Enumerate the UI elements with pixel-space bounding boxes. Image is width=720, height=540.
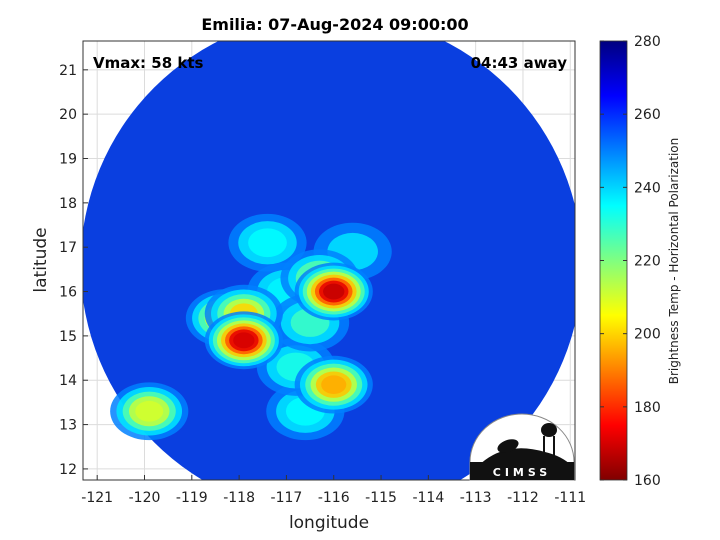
plot-frame [82, 40, 576, 481]
cold-feature [110, 382, 189, 441]
colorbar-ticks: 160 180 200 220 240 260 280 [600, 34, 661, 489]
colorbar-tick-label: 160 [634, 473, 661, 489]
logo-text: CIMSS [493, 466, 551, 479]
vmax-annotation: Vmax: 58 kts [93, 54, 203, 72]
y-tick-label: 21 [59, 63, 77, 79]
y-tick-label: 16 [59, 285, 77, 301]
cold-feature [294, 355, 373, 414]
cold-feature [228, 213, 307, 272]
colorbar [599, 40, 628, 481]
y-tick-label: 14 [59, 373, 77, 389]
cimss-logo: CIMSS [469, 413, 575, 481]
water-tower-icon [541, 423, 557, 437]
colorbar-tick-label: 220 [634, 254, 661, 270]
y-tick-label: 15 [59, 329, 77, 345]
time-away-annotation: 04:43 away [471, 54, 568, 72]
satellite-dish-icon [497, 439, 519, 453]
y-tick-label: 12 [59, 462, 77, 478]
y-axis-label: latitude [31, 227, 51, 292]
y-axis: 12 13 14 15 16 17 18 19 20 21 [59, 63, 88, 478]
y-tick-label: 20 [59, 107, 77, 123]
x-tick-label: -111 [554, 490, 586, 506]
x-tick-label: -120 [129, 490, 161, 506]
y-tick-label: 19 [59, 152, 77, 168]
y-tick-label: 13 [59, 418, 77, 434]
cold-feature [204, 311, 283, 370]
brightness-features [110, 213, 392, 441]
colorbar-tick-label: 280 [634, 34, 661, 50]
x-tick-label: -119 [176, 490, 208, 506]
x-axis: -121 -120 -119 -118 -117 -116 -115 -114 -113 -112… [81, 475, 586, 506]
x-tick-label: -113 [460, 490, 492, 506]
colorbar-tick-label: 180 [634, 400, 661, 416]
x-tick-label: -117 [271, 490, 303, 506]
cold-feature [294, 262, 373, 321]
colorbar-tick-label: 260 [634, 107, 661, 123]
x-tick-label: -116 [318, 490, 350, 506]
colorbar-tick-label: 240 [634, 180, 661, 196]
chart-title: Emilia: 07-Aug-2024 09:00:00 [201, 15, 468, 34]
colorbar-label: Brightness Temp - Horizontal Polarizatio… [667, 138, 681, 385]
y-tick-label: 18 [59, 196, 77, 212]
x-axis-label: longitude [289, 513, 369, 533]
y-tick-label: 17 [59, 240, 77, 256]
x-tick-label: -112 [507, 490, 539, 506]
x-tick-label: -115 [365, 490, 397, 506]
x-tick-label: -118 [223, 490, 255, 506]
x-tick-label: -114 [412, 490, 444, 506]
x-tick-label: -121 [81, 490, 113, 506]
colorbar-tick-label: 200 [634, 327, 661, 343]
